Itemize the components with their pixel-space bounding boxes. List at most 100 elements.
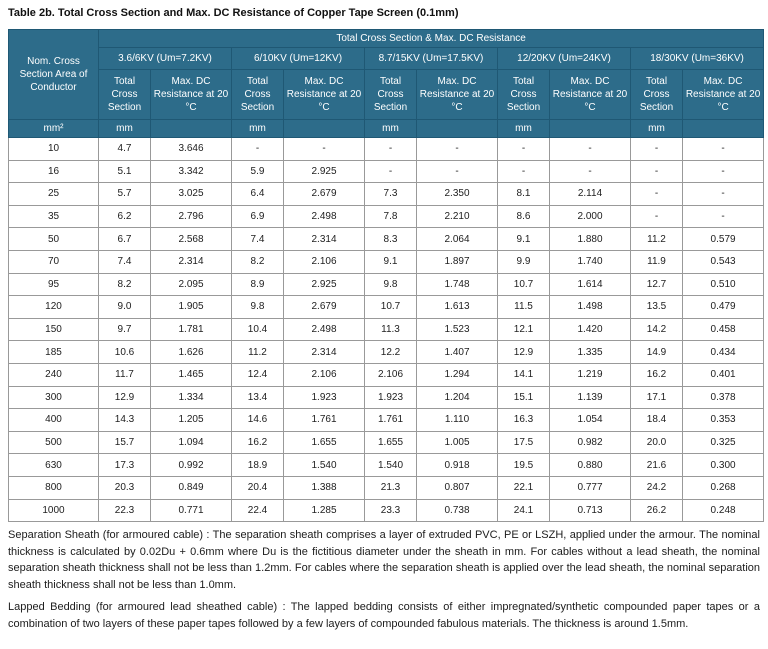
subheader-total-cross-section: Total Cross Section	[630, 69, 683, 120]
cell-conductor-area: 70	[8, 249, 99, 274]
cell-value: 1.897	[416, 249, 498, 274]
cell-value: 14.6	[231, 408, 284, 432]
cell-value: 1.923	[364, 385, 417, 410]
cell-value: 2.114	[549, 182, 631, 206]
cell-value: 1.540	[364, 453, 417, 477]
cell-value: 21.6	[630, 453, 683, 477]
table-row: 25 5.7 3.025 6.4 2.679 7.3 2.350 8.1 2.114- -	[8, 182, 765, 206]
cell-value: 17.1	[630, 385, 683, 410]
cell-value: 0.434	[681, 340, 765, 364]
cell-value: 22.3	[98, 498, 151, 523]
cell-value: 2.796	[150, 204, 232, 229]
cell-value: 0.543	[681, 249, 765, 274]
footnotes: Separation Sheath (for armoured cable) :…	[8, 522, 760, 632]
subheader-max-dc-resistance: Max. DC Resistance at 20 °C	[416, 69, 498, 120]
cell-value: 12.1	[497, 317, 550, 342]
cell-value: 7.3	[364, 182, 417, 206]
subheader-total-cross-section: Total Cross Section	[98, 69, 151, 120]
table-row: 50 6.7 2.568 7.4 2.314 8.3 2.064 9.1 1.880 11.2 0.…	[8, 227, 765, 251]
unit-total-cross-section: mm	[231, 119, 284, 138]
table-row: 630 17.3 0.992 18.9 1.540 1.540 0.918 19.5 0.880…	[8, 453, 765, 477]
cell-value: 1.005	[416, 430, 498, 455]
cell-value: 1.614	[549, 272, 631, 297]
cell-value: -	[283, 137, 365, 161]
cell-conductor-area: 630	[8, 453, 99, 477]
cell-value: 24.2	[630, 475, 683, 500]
cell-value: -	[630, 182, 683, 206]
subheader-total-cross-section: Total Cross Section	[364, 69, 417, 120]
page-title: Table 2b. Total Cross Section and Max. D…	[8, 7, 459, 19]
subheader-max-dc-resistance: Max. DC Resistance at 20 °C	[283, 69, 365, 120]
cell-value: 1.205	[150, 408, 232, 432]
cell-value: 1.388	[283, 475, 365, 500]
cell-value: 6.7	[98, 227, 151, 251]
cell-value: 1.880	[549, 227, 631, 251]
cell-conductor-area: 800	[8, 475, 99, 500]
cell-value: 6.2	[98, 204, 151, 229]
cell-value: 0.807	[416, 475, 498, 500]
cell-value: 2.106	[283, 362, 365, 387]
cell-value: 1.407	[416, 340, 498, 364]
cell-value: 22.1	[497, 475, 550, 500]
cell-value: 12.9	[98, 385, 151, 410]
header-row-voltage: 3.6/6KV (Um=7.2KV) 6/10KV (Um=12KV) 8.7/15…	[9, 47, 765, 70]
cell-value: 0.713	[549, 498, 631, 523]
unit-conductor-area: mm²	[8, 119, 99, 138]
cell-conductor-area: 400	[8, 408, 99, 432]
cell-value: 2.498	[283, 317, 365, 342]
note-separation-sheath: Separation Sheath (for armoured cable) :…	[8, 529, 760, 591]
cell-value: 11.5	[497, 295, 550, 319]
unit-max-dc-resistance	[549, 119, 631, 138]
cell-value: 11.2	[630, 227, 683, 251]
cell-value: 2.095	[150, 272, 232, 297]
cell-value: 16.3	[497, 408, 550, 432]
cell-value: 6.9	[231, 204, 284, 229]
cell-value: 14.2	[630, 317, 683, 342]
cell-value: -	[681, 137, 765, 161]
cell-value: 11.3	[364, 317, 417, 342]
cell-conductor-area: 25	[8, 182, 99, 206]
cell-value: 2.679	[283, 295, 365, 319]
cell-value: 9.8	[231, 295, 284, 319]
voltage-group-header: 3.6/6KV (Um=7.2KV)	[98, 47, 232, 70]
cell-conductor-area: 120	[8, 295, 99, 319]
cell-value: -	[497, 159, 550, 184]
cell-value: -	[364, 159, 417, 184]
cell-value: 2.000	[549, 204, 631, 229]
cell-conductor-area: 300	[8, 385, 99, 410]
cell-value: 1.335	[549, 340, 631, 364]
cell-value: 2.314	[150, 249, 232, 274]
cell-conductor-area: 1000	[8, 498, 99, 523]
header-row-subheaders: Total Cross Section Max. DC Resistance at…	[9, 69, 765, 120]
cell-value: 14.3	[98, 408, 151, 432]
cell-value: 13.5	[630, 295, 683, 319]
cell-value: 3.025	[150, 182, 232, 206]
table-row: 400 14.3 1.205 14.6 1.761 1.761 1.110 16.3 1.054…	[8, 408, 765, 432]
cell-value: 9.9	[497, 249, 550, 274]
cell-value: 1.294	[416, 362, 498, 387]
cell-value: 2.314	[283, 227, 365, 251]
cell-value: 1.781	[150, 317, 232, 342]
cell-conductor-area: 50	[8, 227, 99, 251]
cell-value: 0.918	[416, 453, 498, 477]
cell-value: 20.3	[98, 475, 151, 500]
cell-value: 1.540	[283, 453, 365, 477]
table-row: 1000 22.3 0.771 22.4 1.285 23.3 0.738 24.1 0.713…	[8, 498, 765, 523]
cell-value: -	[681, 182, 765, 206]
cell-value: -	[630, 137, 683, 161]
cell-value: 10.4	[231, 317, 284, 342]
cell-value: 1.655	[364, 430, 417, 455]
cell-value: 2.568	[150, 227, 232, 251]
table-row: 16 5.1 3.342 5.9 2.925- - - - - -	[8, 159, 765, 184]
cell-value: 1.923	[283, 385, 365, 410]
cell-value: 10.7	[364, 295, 417, 319]
cell-value: 2.498	[283, 204, 365, 229]
cell-value: 20.4	[231, 475, 284, 500]
unit-max-dc-resistance	[681, 119, 765, 138]
cell-value: 9.8	[364, 272, 417, 297]
cell-value: 1.498	[549, 295, 631, 319]
cell-value: -	[630, 204, 683, 229]
cell-value: 9.1	[497, 227, 550, 251]
cell-value: 8.6	[497, 204, 550, 229]
cell-value: 3.342	[150, 159, 232, 184]
